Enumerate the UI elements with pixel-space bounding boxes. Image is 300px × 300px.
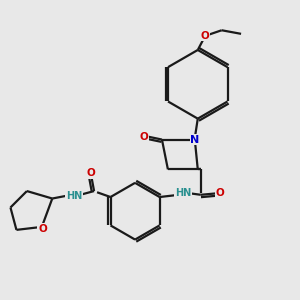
Text: HN: HN <box>66 190 82 200</box>
Text: N: N <box>190 134 200 145</box>
Text: O: O <box>38 224 47 234</box>
Text: O: O <box>87 168 95 178</box>
Text: HN: HN <box>175 188 191 198</box>
Text: O: O <box>216 188 224 198</box>
Text: O: O <box>201 31 210 40</box>
Text: O: O <box>140 132 148 142</box>
